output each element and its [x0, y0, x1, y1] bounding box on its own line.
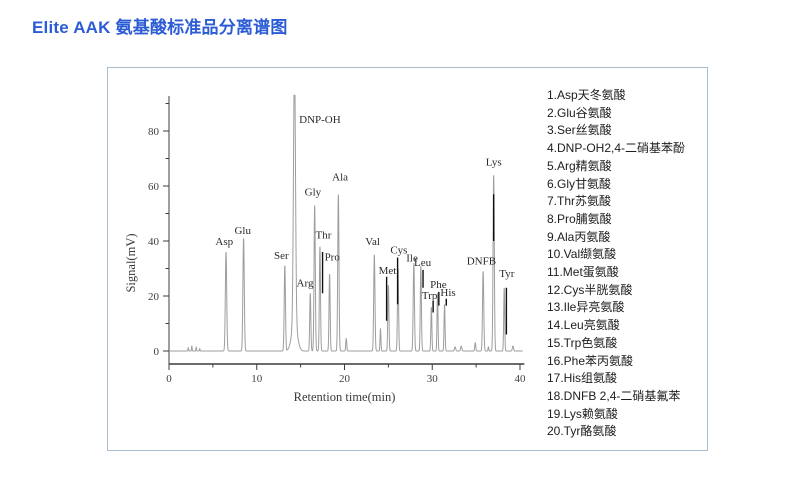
x-tick-label: 0 [166, 373, 172, 385]
legend-item: 6.Gly甘氨酸 [547, 176, 612, 191]
peak-label: Pro [325, 251, 341, 263]
legend-item: 5.Arg精氨酸 [547, 158, 612, 173]
peak-label: Gly [305, 187, 322, 199]
peak-label: Thr [315, 229, 331, 241]
legend-item: 14.Leu亮氨酸 [547, 318, 620, 333]
peak-label: DNP-OH [299, 114, 341, 126]
legend-item: 2.Glu谷氨酸 [547, 105, 612, 120]
legend-item: 8.Pro脯氨酸 [547, 211, 612, 226]
legend-item: 19.Lys赖氨酸 [547, 406, 618, 421]
chromatogram-trace [169, 94, 523, 352]
y-tick-label: 80 [148, 126, 160, 138]
legend-item: 9.Ala丙氨酸 [547, 229, 611, 244]
y-tick-label: 60 [148, 181, 160, 193]
peak-label: Lys [486, 156, 502, 168]
x-tick-label: 10 [251, 373, 263, 385]
legend-item: 4.DNP-OH2,4-二硝基苯酚 [547, 141, 686, 156]
legend-item: 10.Val缬氨酸 [547, 247, 617, 262]
peak-label: Leu [414, 257, 432, 269]
peak-label: Val [365, 236, 380, 248]
y-tick-label: 40 [148, 236, 160, 248]
legend-item: 3.Ser丝氨酸 [547, 123, 612, 138]
legend-item: 12.Cys半胱氨酸 [547, 282, 633, 297]
peak-label: Arg [297, 277, 314, 289]
peak-label: Glu [234, 225, 251, 237]
legend-item: 16.Phe苯丙氨酸 [547, 353, 634, 368]
peak-label: Tyr [499, 268, 514, 280]
legend-item: 13.Ile异亮氨酸 [547, 300, 625, 315]
chart-panel: 0 20 40 60 80 0 10 20 30 40 Retention time(min) Sig… [107, 67, 708, 451]
y-tick-label: 20 [148, 291, 160, 303]
x-tick-label: 40 [515, 373, 527, 385]
legend-item: 18.DNFB 2,4-二硝基氟苯 [547, 388, 681, 403]
peak-label: Trp [422, 290, 438, 302]
legend-list: 1.Asp天冬氨酸 2.Glu谷氨酸 3.Ser丝氨酸 4.DNP-OH2,4-二硝基… [547, 87, 705, 441]
y-tick-label: 0 [154, 346, 160, 358]
x-axis-title: Retention time(min) [294, 390, 396, 404]
peak-label: Ala [332, 172, 348, 184]
x-tick-label: 30 [427, 373, 439, 385]
legend-item: 20.Tyr酪氨酸 [547, 424, 617, 439]
page-title: Elite AAK 氨基酸标准品分离谱图 [32, 18, 288, 37]
x-tick-label: 20 [339, 373, 351, 385]
peak-label: Met [379, 265, 397, 277]
peak-label: His [440, 287, 455, 299]
legend-item: 1.Asp天冬氨酸 [547, 88, 626, 102]
legend-item: 15.Trp色氨酸 [547, 335, 618, 350]
y-axis-title: Signal(mV) [124, 233, 138, 292]
legend-item: 11.Met蛋氨酸 [547, 265, 619, 280]
peak-label: Cys [390, 244, 407, 256]
peak-label: Asp [215, 236, 233, 248]
peak-label: DNFB [467, 255, 496, 267]
peak-label: Ile [406, 253, 418, 265]
peak-label: Phe [430, 279, 447, 291]
legend-item: 17.His组氨酸 [547, 371, 618, 386]
chromatogram-chart: 0 20 40 60 80 0 10 20 30 40 Retention time(min) Sig… [124, 94, 527, 404]
legend-item: 7.Thr苏氨酸 [547, 194, 612, 209]
peak-label: Ser [274, 250, 289, 262]
